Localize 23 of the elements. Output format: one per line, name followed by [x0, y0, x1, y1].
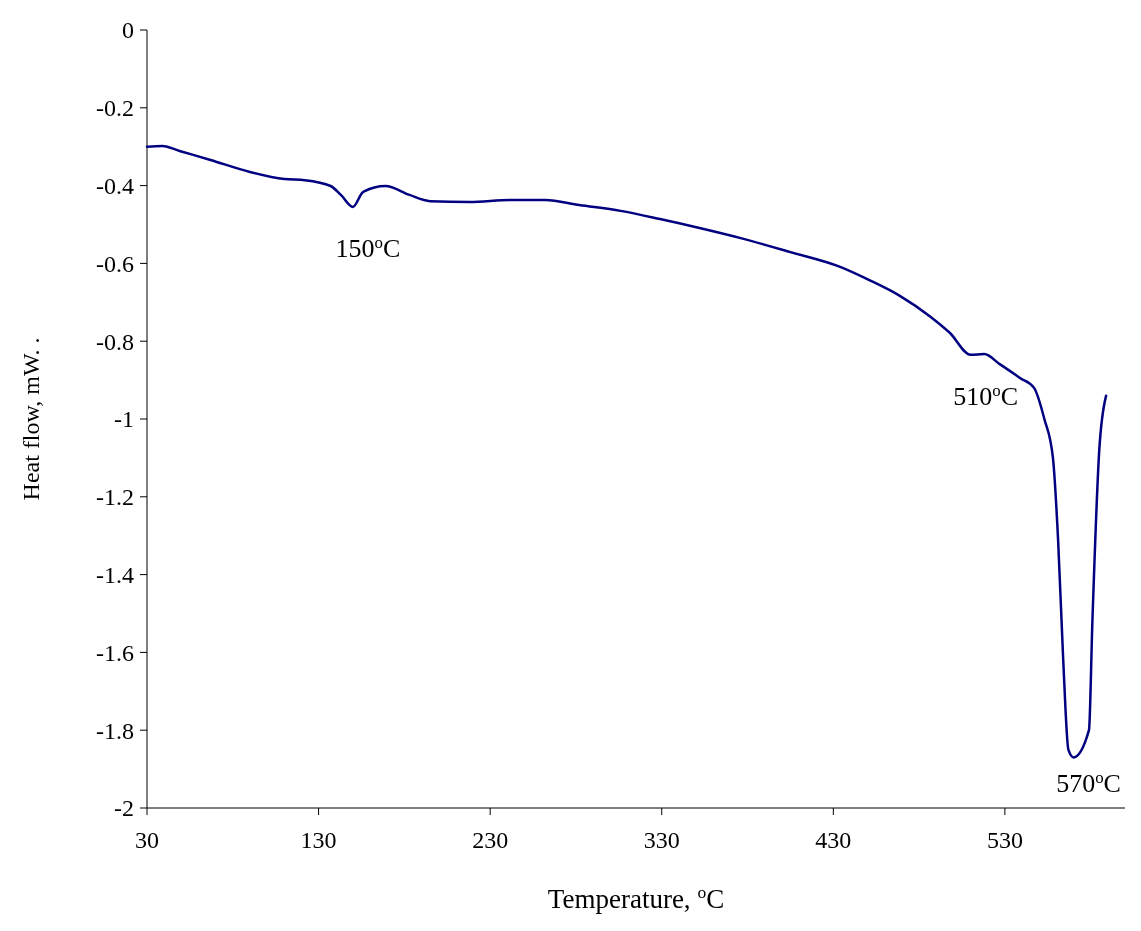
- annotation: 570$^{o}$C: [1056, 767, 1121, 798]
- y-tick-label: -1: [114, 406, 134, 433]
- x-tick-label: 330: [643, 827, 680, 853]
- x-tick-label: 530: [986, 827, 1023, 853]
- x-tick-label: 430: [815, 827, 852, 853]
- y-tick-label: 0: [122, 17, 134, 44]
- y-tick-label: -1.8: [96, 717, 134, 744]
- y-axis-title: Heat flow, mW. .: [18, 337, 44, 501]
- y-tick-label: -0.2: [96, 95, 134, 122]
- y-tick-label: -1.4: [96, 562, 134, 588]
- y-tick-label: -1.2: [96, 484, 134, 511]
- x-tick-label: 230: [472, 827, 509, 853]
- y-tick-label: -0.6: [96, 250, 134, 277]
- y-tick-label: -0.8: [96, 328, 134, 355]
- x-tick-label: 130: [300, 827, 337, 853]
- annotation: 510$^{o}$C: [953, 380, 1018, 411]
- x-axis-title: Temperature, $^{o}$C: [547, 882, 725, 914]
- y-tick-label: -0.4: [96, 173, 134, 199]
- y-tick-label: -1.6: [96, 639, 134, 666]
- line-series: [145, 144, 1108, 759]
- x-tick-label: 30: [135, 827, 159, 853]
- annotation: 150$^{o}$C: [335, 232, 401, 263]
- y-tick-label: -2: [114, 795, 134, 822]
